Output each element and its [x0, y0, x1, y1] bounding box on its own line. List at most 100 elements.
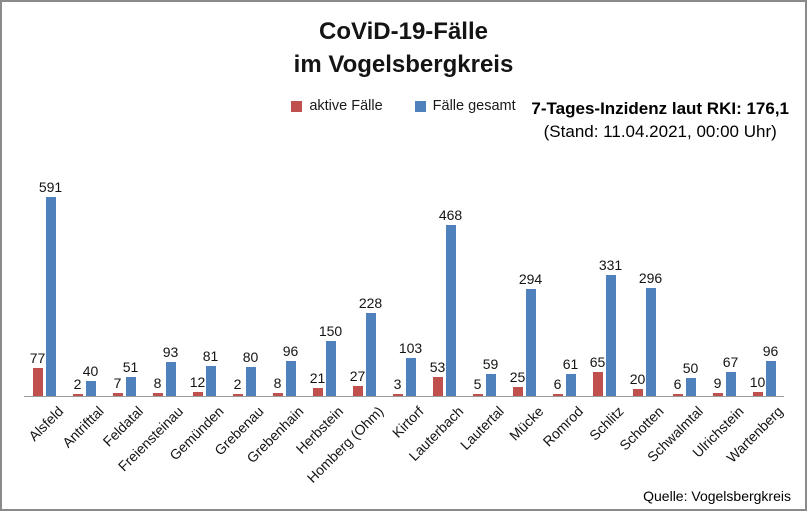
- bar-group: 77 591 Alsfeld: [24, 180, 66, 444]
- bar-value-label: 53: [429, 359, 446, 375]
- bar-total-cases: [685, 378, 696, 396]
- bar-column: 12: [189, 180, 206, 396]
- bar-column: 6: [672, 180, 683, 396]
- bar-value-label: 7: [113, 375, 122, 391]
- bar-value-label: 103: [398, 340, 423, 356]
- bar-total-cases: [605, 275, 616, 396]
- bar-value-label: 12: [189, 374, 206, 390]
- plot-area: 77 591 Alsfeld 2 40 Antrifttal 7 51 Feldatal 8 93 F…: [24, 180, 787, 486]
- bar-column: 294: [519, 180, 542, 396]
- bar-value-label: 59: [482, 356, 499, 372]
- bar-active-cases: [312, 388, 323, 396]
- bar-value-label: 150: [318, 323, 343, 339]
- chart-title-line1: CoViD-19-Fälle: [319, 18, 488, 45]
- bar-group: 65 331 Schlitz: [584, 180, 626, 443]
- bar-total-cases: [165, 362, 176, 396]
- bar-total-cases: [45, 197, 56, 396]
- bar-column: 51: [122, 180, 139, 396]
- bar-column: 67: [723, 180, 738, 396]
- incidence-value: 7-Tages-Inzidenz laut RKI: 176,1: [531, 99, 789, 118]
- bar-value-label: 20: [629, 371, 646, 387]
- bar-total-cases: [765, 361, 776, 396]
- bar-value-label: 3: [393, 376, 402, 392]
- bar-column: 103: [399, 180, 422, 396]
- bar-column: 228: [359, 180, 382, 396]
- bar-value-label: 468: [438, 207, 463, 223]
- bar-group: 12 81 Gemünden: [166, 180, 226, 463]
- bar-value-label: 25: [509, 369, 526, 385]
- incidence-date: (Stand: 11.04.2021, 00:00 Uhr): [543, 122, 777, 141]
- bar-active-cases: [152, 393, 163, 396]
- bar-active-cases: [472, 394, 483, 396]
- x-axis-label: Romrod: [539, 403, 587, 450]
- chart-title: CoViD-19-Fälle im Vogelsbergkreis: [2, 15, 805, 81]
- bar-total-cases: [645, 288, 656, 396]
- bar-group: 3 103 Kirtorf: [384, 180, 427, 441]
- bar-column: 150: [319, 180, 342, 396]
- bar-column: 9: [712, 180, 723, 396]
- bar-value-label: 81: [202, 348, 219, 364]
- bar-column: 40: [83, 180, 98, 396]
- bar-column: 93: [163, 180, 178, 396]
- legend-swatch-icon: [414, 100, 426, 112]
- bar-column: 2: [232, 180, 243, 396]
- bar-total-cases: [405, 358, 416, 396]
- bar-column: 2: [72, 180, 83, 396]
- bar-column: 50: [682, 180, 699, 396]
- bar-column: 10: [750, 180, 765, 396]
- bar-value-label: 8: [273, 375, 282, 391]
- bar-column: 81: [202, 180, 219, 396]
- bar-active-cases: [192, 392, 203, 396]
- bar-group: 10 96 Wartenberg: [724, 180, 787, 466]
- bar-value-label: 61: [562, 356, 579, 372]
- bar-group: 25 294 Mücke: [504, 180, 546, 443]
- bar-column: 8: [272, 180, 283, 396]
- bar-column: 7: [112, 180, 123, 396]
- bar-group: 27 228 Homberg (Ohm): [303, 180, 386, 486]
- bar-column: 296: [639, 180, 662, 396]
- bar-column: 25: [509, 180, 526, 396]
- bar-total-cases: [725, 372, 736, 396]
- bar-value-label: 50: [682, 360, 699, 376]
- bar-value-label: 2: [233, 376, 242, 392]
- bar-active-cases: [512, 387, 523, 396]
- bar-value-label: 6: [673, 376, 682, 392]
- bar-value-label: 8: [153, 375, 162, 391]
- bar-column: 65: [589, 180, 606, 396]
- bar-value-label: 96: [762, 343, 779, 359]
- incidence-note: 7-Tages-Inzidenz laut RKI: 176,1 (Stand:…: [531, 97, 789, 143]
- bar-value-label: 77: [29, 350, 46, 366]
- bar-value-label: 5: [473, 376, 482, 392]
- bar-group: 7 51 Feldatal: [100, 180, 147, 450]
- bar-column: 3: [392, 180, 403, 396]
- bar-active-cases: [632, 389, 643, 396]
- bar-group: 2 40 Antrifttal: [59, 180, 107, 451]
- bar-value-label: 65: [589, 354, 606, 370]
- legend-swatch-icon: [291, 100, 303, 112]
- bar-active-cases: [32, 368, 43, 396]
- bar-total-cases: [565, 374, 576, 396]
- bar-value-label: 9: [713, 375, 722, 391]
- bar-column: 20: [629, 180, 646, 396]
- bar-group: 2 80 Grebenau: [211, 180, 266, 458]
- bar-group: 6 50 Schwalmtal: [644, 180, 706, 465]
- bar-value-label: 21: [309, 370, 326, 386]
- bar-active-cases: [352, 386, 363, 396]
- bar-total-cases: [525, 289, 536, 396]
- legend-item: Fälle gesamt: [414, 98, 516, 114]
- legend: aktive Fälle Fälle gesamt: [2, 98, 805, 114]
- bar-active-cases: [752, 392, 763, 396]
- bar-active-cases: [72, 394, 83, 396]
- bar-column: 591: [39, 180, 62, 396]
- bar-value-label: 294: [518, 271, 543, 287]
- bar-column: 96: [282, 180, 299, 396]
- bar-value-label: 51: [122, 359, 139, 375]
- bar-column: 61: [562, 180, 579, 396]
- bar-column: 5: [472, 180, 483, 396]
- bar-total-cases: [205, 366, 216, 396]
- bar-column: 468: [439, 180, 462, 396]
- bar-value-label: 331: [598, 257, 623, 273]
- bar-value-label: 96: [282, 343, 299, 359]
- bar-active-cases: [272, 393, 283, 396]
